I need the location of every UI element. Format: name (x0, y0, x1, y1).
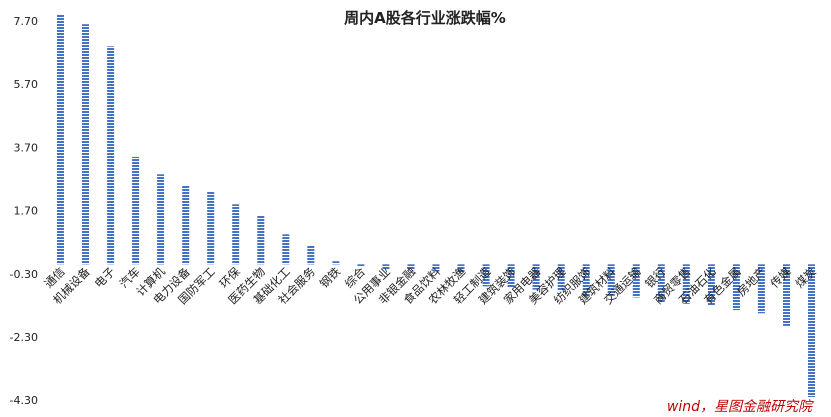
y-tick-label: -4.30 (10, 394, 38, 407)
y-tick-label: 7.70 (14, 15, 39, 28)
bar (107, 46, 115, 265)
bar (57, 14, 64, 265)
source-label: wind，星图金融研究院 (667, 399, 814, 415)
bar (332, 261, 340, 265)
bar (707, 264, 715, 306)
bar (182, 185, 190, 265)
bar (783, 264, 790, 326)
y-tick-label: 5.70 (14, 78, 39, 91)
y-tick-label: 3.70 (14, 141, 39, 154)
bar (282, 234, 290, 265)
bar (557, 264, 565, 292)
bar (507, 264, 515, 288)
bar (257, 215, 265, 265)
bar (432, 264, 440, 272)
bar (407, 264, 415, 271)
bar (207, 191, 215, 265)
y-tick-label: 1.70 (14, 205, 39, 218)
bar (657, 264, 665, 303)
bars-group (57, 14, 815, 397)
bar (632, 264, 640, 298)
bar (457, 264, 465, 273)
y-tick-label: -2.30 (10, 331, 38, 344)
bar (582, 264, 590, 296)
bar (808, 264, 815, 397)
bar (357, 264, 365, 267)
bar (157, 174, 165, 265)
bar (307, 245, 315, 265)
bar (607, 264, 615, 296)
bar (232, 204, 240, 265)
bar (682, 264, 690, 304)
bar (732, 264, 740, 311)
chart-title: 周内A股各行业涨跌幅% (344, 9, 506, 27)
category-label: 电子 (92, 265, 118, 291)
bar (757, 264, 765, 314)
bar (132, 156, 140, 265)
bar (382, 264, 390, 270)
y-axis: 7.70 5.70 3.70 1.70 -0.30 -2.30 -4.30 (10, 15, 38, 407)
category-labels: 通信机械设备电子汽车计算机电力设备国防军工环保医药生物基础化工社会服务钢铁综合公… (41, 264, 818, 307)
bar (482, 264, 490, 287)
y-tick-label: -0.30 (10, 268, 38, 281)
bar (532, 264, 540, 290)
bar (82, 24, 89, 265)
category-label: 钢铁 (317, 264, 344, 291)
